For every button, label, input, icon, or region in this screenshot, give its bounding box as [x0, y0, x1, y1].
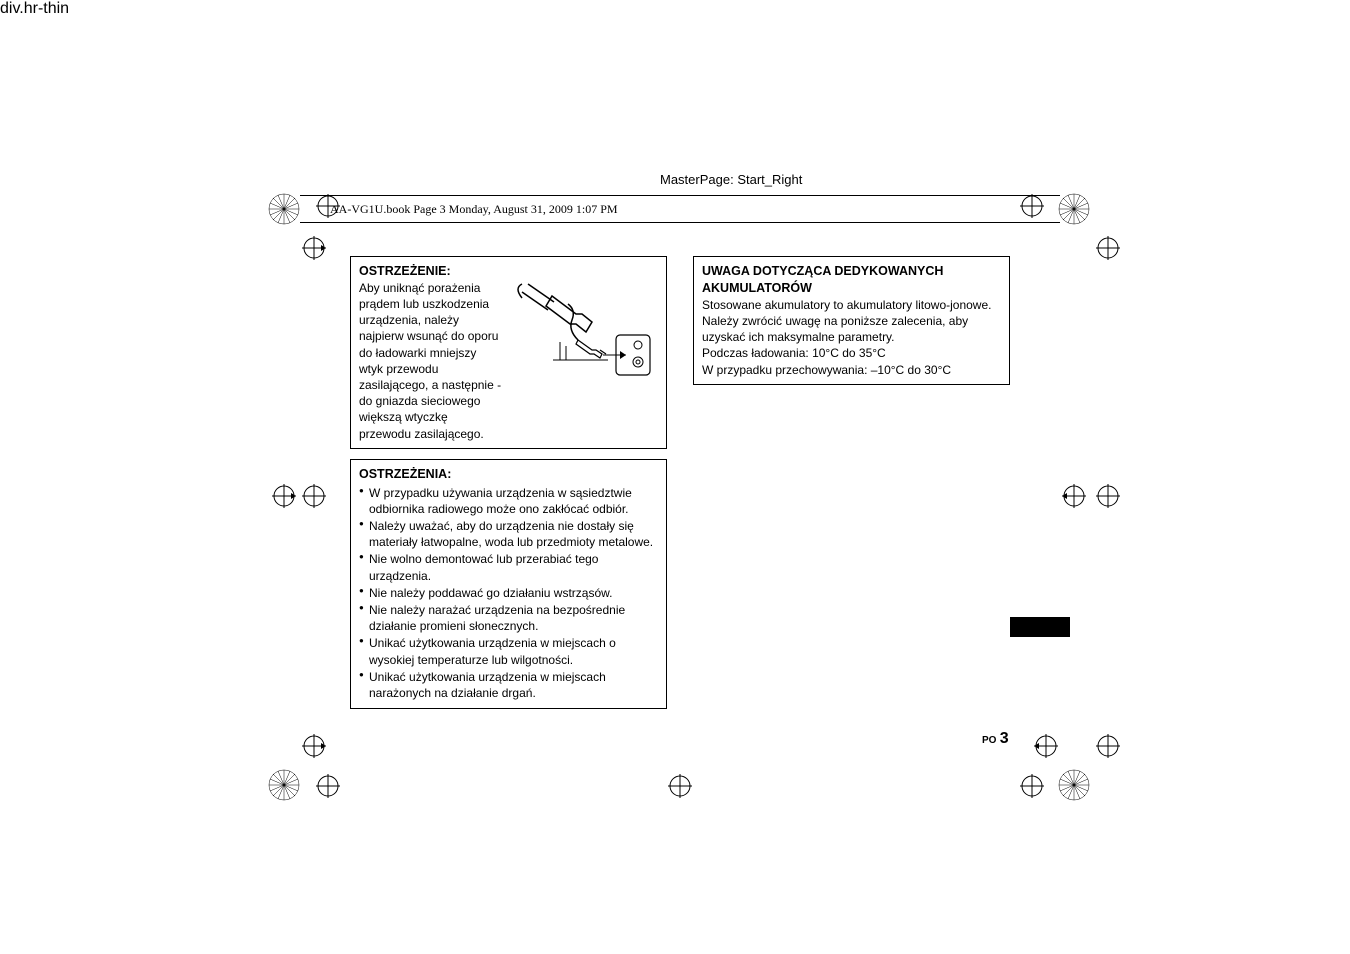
- left-column: OSTRZEŻENIE: Aby uniknąć porażenia prąde…: [350, 256, 667, 719]
- crosshair-icon: [668, 774, 692, 798]
- list-item: Nie należy narażać urządzenia na bezpośr…: [359, 602, 658, 634]
- crosshair-icon: [1096, 236, 1120, 260]
- rosette-icon: [1057, 768, 1091, 802]
- crosshair-icon: [302, 734, 326, 758]
- master-page-label: MasterPage: Start_Right: [660, 172, 802, 187]
- battery-note-line1: Stosowane akumulatory to akumulatory lit…: [702, 297, 1001, 346]
- page-number: PO 3: [982, 730, 1009, 748]
- list-item: W przypadku używania urządzenia w sąsied…: [359, 485, 658, 517]
- rosette-icon: [1057, 192, 1091, 226]
- warning-list: W przypadku używania urządzenia w sąsied…: [359, 485, 658, 701]
- crosshair-icon: [1096, 484, 1120, 508]
- battery-note-line2: Podczas ładowania: 10°C do 35°C: [702, 345, 1001, 361]
- crosshair-icon: [1020, 774, 1044, 798]
- rosette-icon: [267, 768, 301, 802]
- list-item: Nie wolno demontować lub przerabiać tego…: [359, 551, 658, 583]
- crosshair-icon: [1062, 484, 1086, 508]
- plug-diagram-icon: [508, 280, 658, 390]
- crosshair-icon: [272, 484, 296, 508]
- book-info-label: AA-VG1U.book Page 3 Monday, August 31, 2…: [330, 202, 618, 217]
- crosshair-icon: [316, 194, 340, 218]
- page-digit: 3: [1000, 730, 1009, 747]
- rosette-icon: [267, 192, 301, 226]
- warning-body-1: Aby uniknąć porażenia prądem lub uszkodz…: [359, 280, 502, 442]
- warning-title-2: OSTRZEŻENIA:: [359, 466, 658, 483]
- content-area: OSTRZEŻENIE: Aby uniknąć porażenia prąde…: [350, 256, 1010, 719]
- crosshair-icon: [302, 484, 326, 508]
- crosshair-icon: [1020, 194, 1044, 218]
- battery-note-title: UWAGA DOTYCZĄCA DEDYKOWANYCH AKUMULATORÓ…: [702, 263, 1001, 297]
- list-item: Unikać użytkowania urządzenia w miejscac…: [359, 669, 658, 701]
- warning-box-1: OSTRZEŻENIE: Aby uniknąć porażenia prąde…: [350, 256, 667, 449]
- warning-box-2: OSTRZEŻENIA: W przypadku używania urządz…: [350, 459, 667, 709]
- battery-note-box: UWAGA DOTYCZĄCA DEDYKOWANYCH AKUMULATORÓ…: [693, 256, 1010, 385]
- header-rule-bottom: [300, 222, 1060, 223]
- crosshair-icon: [302, 236, 326, 260]
- page-prefix: PO: [982, 735, 996, 746]
- warning-title-1: OSTRZEŻENIE:: [359, 263, 658, 280]
- edge-tab: [1010, 617, 1070, 637]
- right-column: UWAGA DOTYCZĄCA DEDYKOWANYCH AKUMULATORÓ…: [693, 256, 1010, 719]
- list-item: Unikać użytkowania urządzenia w miejscac…: [359, 635, 658, 667]
- list-item: Należy uważać, aby do urządzenia nie dos…: [359, 518, 658, 550]
- list-item: Nie należy poddawać go działaniu wstrząs…: [359, 585, 658, 601]
- battery-note-line3: W przypadku przechowywania: –10°C do 30°…: [702, 362, 1001, 378]
- crosshair-icon: [316, 774, 340, 798]
- crosshair-icon: [1096, 734, 1120, 758]
- crosshair-icon: [1034, 734, 1058, 758]
- header-rule-top: [300, 195, 1060, 196]
